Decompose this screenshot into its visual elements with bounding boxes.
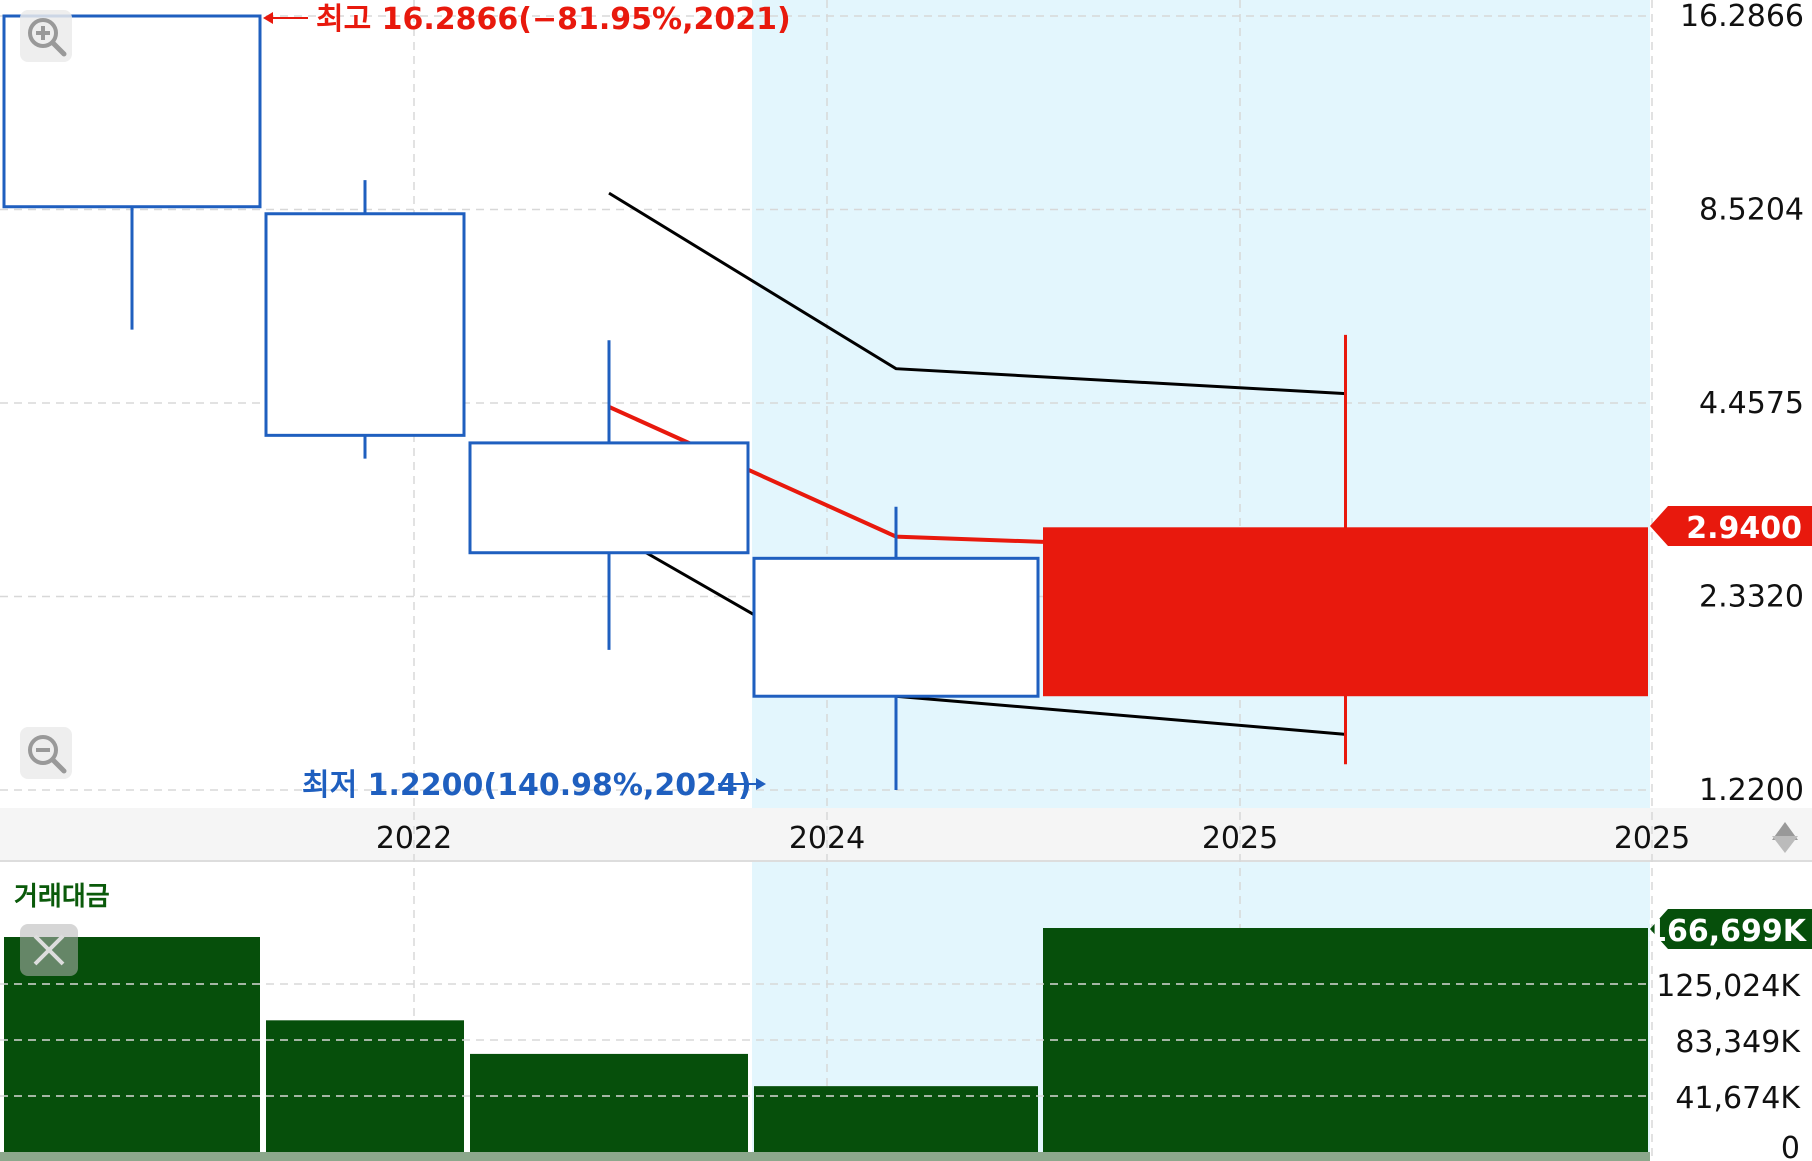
x-tick-label: 2025	[1614, 821, 1690, 856]
candle	[264, 180, 466, 459]
volume-title: 거래대금	[14, 882, 110, 912]
volume-tick-label: 41,674K	[1675, 1081, 1801, 1116]
close-volume-button[interactable]	[20, 924, 78, 976]
x-tick-label: 2025	[1202, 821, 1278, 856]
volume-bar	[754, 1086, 1038, 1152]
y-tick-label: 16.2866	[1680, 0, 1804, 34]
zoom-out-icon	[28, 735, 67, 774]
low-note: 최저 1.2200(140.98%,2024)	[302, 768, 766, 803]
close-icon	[33, 934, 65, 966]
volume-tick-label: 0	[1781, 1131, 1800, 1161]
volume-bar	[470, 1053, 748, 1152]
zoom-in-button[interactable]	[20, 10, 72, 62]
x-tick-label: 2024	[789, 821, 865, 856]
high-note: 최고 16.2866(−81.95%,2021)	[263, 2, 791, 37]
y-tick-label: 2.3320	[1699, 579, 1804, 614]
scroll-arrows-icon[interactable]	[1772, 822, 1798, 853]
candle	[752, 506, 1040, 790]
candle-body	[264, 212, 466, 437]
candle-body	[468, 441, 750, 555]
volume-bar	[266, 1020, 464, 1152]
volume-tick-label: 125,024K	[1656, 969, 1801, 1004]
volume-axis: 125,024K 83,349K 41,674K 0	[0, 969, 1801, 1161]
high-note-text: 최고 16.2866(−81.95%,2021)	[316, 2, 791, 37]
y-tick-label: 4.4575	[1699, 386, 1804, 421]
y-tick-label: 1.2200	[1699, 773, 1804, 808]
candle	[468, 340, 750, 650]
zoom-out-button[interactable]	[20, 727, 72, 779]
last-price-tag: 2.9400	[1650, 506, 1812, 546]
volume-last-tag: 166,699K	[1646, 909, 1812, 949]
low-note-text: 최저 1.2200(140.98%,2024)	[302, 768, 752, 803]
candle-body	[1043, 527, 1648, 697]
x-axis: 2022 2024 2025 2025	[376, 821, 1690, 856]
candle	[2, 14, 262, 330]
candle-body	[752, 556, 1040, 698]
x-axis-strip	[0, 808, 1812, 862]
volume-baseline	[0, 1152, 1650, 1161]
upper-band-line	[608, 191, 1346, 396]
candle	[1043, 334, 1648, 765]
y-axis: 16.2866 8.5204 4.4575 2.3320 1.2200	[1680, 0, 1804, 808]
y-tick-label: 8.5204	[1699, 193, 1804, 228]
x-tick-label: 2022	[376, 821, 452, 856]
volume-last-tag-text: 166,699K	[1646, 914, 1808, 949]
candles	[2, 14, 1648, 790]
volume-tick-label: 83,349K	[1675, 1025, 1801, 1060]
last-price-tag-text: 2.9400	[1686, 511, 1802, 546]
zoom-in-icon	[28, 18, 67, 57]
